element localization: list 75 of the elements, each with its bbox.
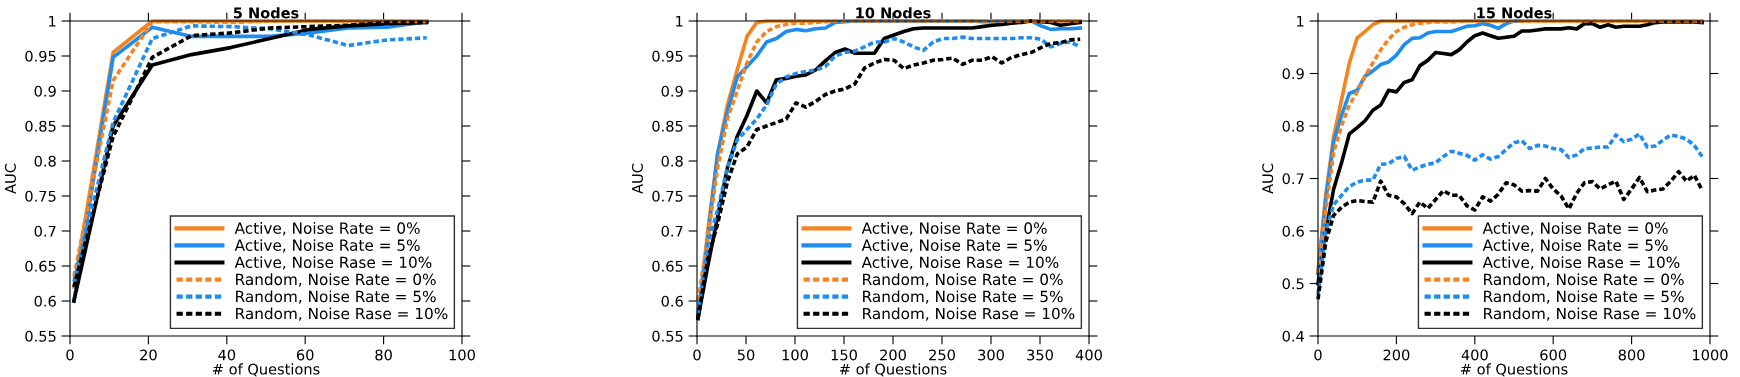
legend-label: Active, Noise Rate = 0%: [1482, 222, 1668, 236]
legend-label: Active, Noise Rase = 10%: [1482, 256, 1680, 270]
y-tick-label: 1: [676, 15, 683, 27]
legend-label: Active, Noise Rate = 0%: [861, 222, 1047, 236]
x-axis-title: # of Questions: [212, 363, 320, 377]
y-tick-label: 0.75: [652, 190, 683, 202]
legend-label: Active, Noise Rase = 10%: [861, 256, 1059, 270]
x-tick-label: 1000: [1693, 349, 1728, 361]
y-axis-title: AUC: [631, 163, 643, 194]
chart-title: 15 Nodes: [1477, 7, 1552, 19]
chart-title: 10 Nodes: [856, 7, 931, 19]
y-tick-label: 0.6: [34, 295, 56, 307]
y-tick-label: 0.6: [661, 295, 683, 307]
y-tick-label: 0.55: [25, 330, 56, 342]
legend-label: Active, Noise Rate = 5%: [1482, 239, 1668, 253]
legend-label: Random, Noise Rate = 5%: [863, 290, 1063, 304]
y-tick-label: 0.75: [25, 190, 56, 202]
y-tick-label: 0.5: [1282, 278, 1304, 290]
y-tick-label: 0.9: [661, 85, 683, 97]
x-tick-label: 40: [218, 349, 236, 361]
y-axis-title: AUC: [4, 163, 16, 194]
legend-label: Random, Noise Rate = 0%: [863, 273, 1063, 287]
y-axis-title: AUC: [1262, 163, 1274, 194]
x-tick-label: 0: [693, 349, 701, 361]
x-tick-label: 350: [1027, 349, 1053, 361]
legend-label: Random, Noise Rate = 0%: [1484, 273, 1684, 287]
y-tick-label: 0.95: [25, 50, 56, 62]
x-tick-label: 150: [831, 349, 857, 361]
x-tick-label: 200: [1383, 349, 1410, 361]
legend-label: Random, Noise Rate = 0%: [236, 273, 436, 287]
x-axis-title: # of Questions: [839, 363, 947, 377]
y-tick-label: 0.65: [652, 260, 683, 272]
legend-label: Active, Noise Rate = 5%: [861, 239, 1047, 253]
x-tick-label: 20: [140, 349, 157, 361]
x-tick-label: 200: [880, 349, 906, 361]
x-tick-label: 800: [1618, 349, 1645, 361]
y-tick-label: 0.7: [34, 225, 56, 237]
x-tick-label: 0: [66, 349, 74, 361]
x-tick-label: 100: [782, 349, 808, 361]
y-tick-label: 0.55: [652, 330, 683, 342]
legend-label: Random, Noise Rase = 10%: [863, 307, 1075, 321]
legend-label: Active, Noise Rate = 5%: [234, 239, 420, 253]
y-tick-label: 0.7: [661, 225, 683, 237]
x-tick-label: 300: [978, 349, 1004, 361]
x-tick-label: 60: [296, 349, 314, 361]
y-tick-label: 0.6: [1282, 225, 1304, 237]
y-tick-label: 0.8: [1282, 120, 1304, 132]
x-tick-label: 400: [1075, 349, 1102, 361]
y-tick-label: 0.9: [34, 85, 56, 97]
legend-label: Active, Noise Rase = 10%: [234, 256, 432, 270]
y-tick-label: 0.7: [1282, 173, 1304, 185]
legend-label: Random, Noise Rase = 10%: [236, 307, 448, 321]
x-tick-label: 50: [737, 349, 755, 361]
legend-label: Active, Noise Rate = 0%: [234, 222, 420, 236]
chart-title: 5 Nodes: [233, 7, 299, 19]
x-tick-label: 80: [375, 349, 392, 361]
y-tick-label: 0.8: [34, 155, 56, 167]
y-tick-label: 0.8: [661, 155, 683, 167]
x-tick-label: 0: [1314, 349, 1322, 361]
legend-label: Random, Noise Rate = 5%: [1484, 290, 1684, 304]
x-axis-title: # of Questions: [1460, 363, 1568, 377]
y-tick-label: 0.85: [652, 120, 683, 132]
x-tick-label: 600: [1540, 349, 1567, 361]
y-tick-label: 1: [49, 15, 56, 27]
y-tick-label: 0.65: [25, 260, 56, 272]
y-tick-label: 0.9: [1282, 68, 1304, 80]
y-tick-label: 1: [1297, 15, 1304, 27]
x-tick-label: 400: [1461, 349, 1488, 361]
y-tick-label: 0.85: [25, 120, 56, 132]
x-tick-label: 100: [449, 349, 475, 361]
y-tick-label: 0.95: [652, 50, 683, 62]
legend-label: Random, Noise Rase = 10%: [1484, 307, 1696, 321]
x-tick-label: 250: [929, 349, 955, 361]
y-tick-label: 0.4: [1282, 330, 1304, 342]
legend-label: Random, Noise Rate = 5%: [236, 290, 436, 304]
